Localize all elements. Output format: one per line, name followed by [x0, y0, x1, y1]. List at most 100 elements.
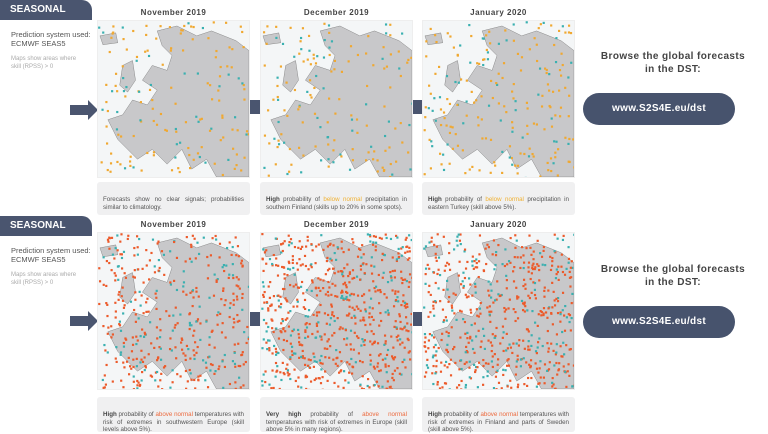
forecast-dot [471, 260, 473, 262]
forecast-dot [116, 128, 118, 130]
forecast-dot [145, 25, 147, 27]
forecast-dot [332, 244, 334, 246]
forecast-dot [237, 245, 239, 247]
forecast-dot [180, 375, 182, 377]
forecast-dot [140, 101, 142, 103]
forecast-dot [380, 291, 382, 293]
forecast-dot [515, 287, 517, 289]
forecast-dot [385, 23, 387, 25]
forecast-dot [333, 382, 335, 384]
forecast-dot [238, 377, 240, 379]
forecast-dot [148, 278, 150, 280]
forecast-dot [155, 38, 157, 40]
forecast-dot [550, 343, 552, 345]
forecast-dot [319, 335, 321, 337]
forecast-dot [127, 238, 129, 240]
forecast-dot [194, 341, 196, 343]
forecast-dot [375, 249, 377, 251]
forecast-dot [310, 359, 312, 361]
forecast-dot [406, 306, 408, 308]
dst-link-button[interactable]: www.S2S4E.eu/dst [583, 93, 735, 125]
forecast-dot [211, 98, 213, 100]
forecast-dot [236, 276, 238, 278]
forecast-dot [501, 387, 503, 389]
forecast-dot [573, 234, 574, 236]
forecast-dot [557, 266, 559, 268]
forecast-dot [266, 43, 268, 45]
forecast-dot [293, 56, 295, 58]
forecast-dot [289, 268, 291, 270]
forecast-dot [391, 174, 393, 176]
forecast-dot [552, 91, 554, 93]
forecast-dot [477, 116, 479, 118]
forecast-dot [329, 54, 331, 56]
forecast-dot [470, 311, 472, 313]
forecast-dot [144, 369, 146, 371]
forecast-dot [441, 333, 443, 335]
forecast-dot [516, 342, 518, 344]
forecast-dot [428, 291, 430, 293]
forecast-dot [401, 342, 403, 344]
forecast-dot [336, 296, 338, 298]
europe-map-svg [423, 233, 574, 389]
forecast-dot [328, 338, 330, 340]
forecast-dot [429, 311, 431, 313]
forecast-dot [333, 68, 335, 70]
forecast-dot [471, 295, 473, 297]
forecast-dot [489, 42, 491, 44]
forecast-dot [293, 329, 295, 331]
forecast-dot [520, 69, 522, 71]
forecast-dot [399, 338, 401, 340]
forecast-dot [543, 128, 545, 130]
forecast-dot [567, 370, 569, 372]
forecast-dot [383, 344, 385, 346]
forecast-dot [458, 234, 460, 236]
forecast-dot [487, 363, 489, 365]
forecast-dot [451, 307, 453, 309]
forecast-dot [350, 45, 352, 47]
europe-map-svg [261, 233, 412, 389]
forecast-dot [198, 296, 200, 298]
forecast-dot [425, 350, 427, 352]
forecast-dot [482, 384, 484, 386]
forecast-dot [114, 302, 116, 304]
forecast-dot [122, 362, 124, 364]
forecast-dot [130, 156, 132, 158]
forecast-dot [430, 294, 432, 296]
forecast-dot [284, 330, 286, 332]
forecast-dot [277, 140, 279, 142]
forecast-dot [538, 313, 540, 315]
forecast-dot [391, 289, 393, 291]
forecast-dot [169, 387, 171, 389]
forecast-dot [106, 364, 108, 366]
forecast-dot [107, 110, 109, 112]
forecast-dot [525, 361, 527, 363]
forecast-map [260, 232, 413, 390]
forecast-dot [325, 293, 327, 295]
forecast-dot [405, 237, 407, 239]
forecast-dot [199, 375, 201, 377]
forecast-dot [297, 301, 299, 303]
forecast-dot [399, 315, 401, 317]
forecast-dot [524, 283, 526, 285]
forecast-dot [283, 142, 285, 144]
forecast-dot [377, 362, 379, 364]
forecast-dot [168, 315, 170, 317]
forecast-dot [432, 365, 434, 367]
forecast-dot [286, 364, 288, 366]
forecast-dot [468, 367, 470, 369]
forecast-dot [166, 130, 168, 132]
forecast-dot [480, 346, 482, 348]
forecast-dot [145, 311, 147, 313]
forecast-dot [205, 367, 207, 369]
forecast-dot [148, 353, 150, 355]
forecast-dot [323, 23, 325, 25]
dst-link-button[interactable]: www.S2S4E.eu/dst [583, 306, 735, 338]
forecast-dot [515, 366, 517, 368]
forecast-dot [169, 337, 171, 339]
forecast-dot [110, 37, 112, 39]
forecast-dot [353, 309, 355, 311]
forecast-dot [334, 272, 336, 274]
forecast-dot [352, 307, 354, 309]
forecast-dot [176, 257, 178, 259]
